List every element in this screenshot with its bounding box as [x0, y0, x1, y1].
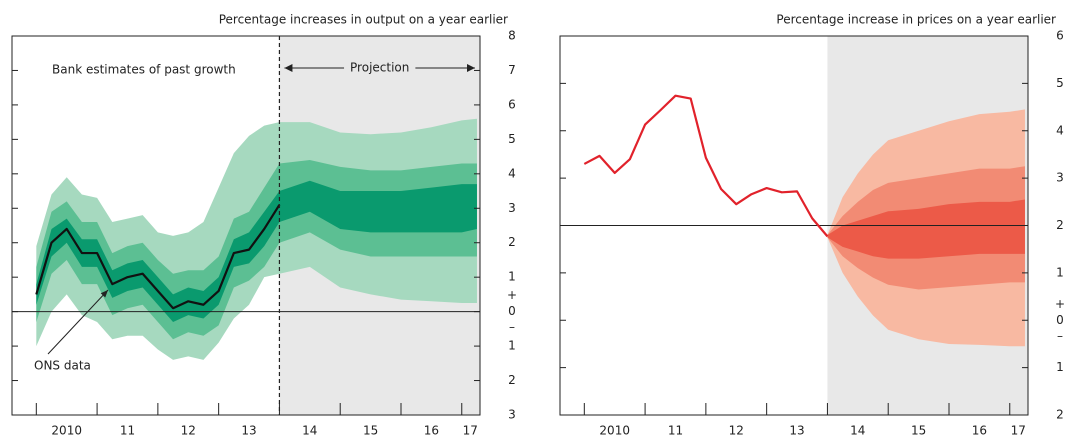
annotation: Projection: [350, 61, 409, 75]
x-tick-label: 15: [363, 424, 378, 438]
arrow-line: [47, 289, 109, 355]
plot-area: [12, 36, 480, 415]
sign-plus: +: [1055, 297, 1065, 311]
y-tick-label: 7: [508, 63, 516, 77]
data-line: [35, 204, 281, 310]
plot-area: [560, 36, 1028, 415]
x-tick-label: 12: [729, 424, 744, 438]
y-tick-label: 2: [1056, 408, 1064, 422]
y-tick-label: 6: [508, 97, 516, 111]
x-tick-label: 16: [972, 424, 987, 438]
x-tick-label: 15: [911, 424, 926, 438]
x-tick-label: 17: [1011, 424, 1026, 438]
y-tick-label: 1: [1056, 360, 1064, 374]
y-tick-label: 3: [1056, 171, 1064, 185]
data-line: [583, 94, 829, 238]
y-tick-label: 4: [508, 166, 516, 180]
x-tick-label: 2010: [51, 424, 82, 438]
annotation: Bank estimates of past growth: [52, 63, 236, 77]
arrow-head: [284, 64, 293, 72]
y-tick-label: 5: [1056, 76, 1064, 90]
sign-minus: –: [509, 320, 515, 334]
y-tick-label: 0: [1056, 313, 1064, 327]
x-tick-label: 17: [463, 424, 478, 438]
y-tick-label: 1: [508, 339, 516, 353]
y-tick-label: 2: [508, 235, 516, 249]
y-tick-label: 0: [508, 304, 516, 318]
x-tick-label: 13: [789, 424, 804, 438]
x-tick-label: 14: [850, 424, 865, 438]
chart-title: Percentage increases in output on a year…: [219, 13, 508, 27]
y-tick-label: 4: [1056, 123, 1064, 137]
chart-title: Percentage increase in prices on a year …: [776, 13, 1056, 27]
x-tick-label: 2010: [599, 424, 630, 438]
arrow-head: [100, 290, 108, 298]
fan-band: [827, 199, 1025, 259]
sign-minus: –: [1057, 329, 1063, 343]
fan-band: [36, 180, 477, 322]
x-tick-label: 16: [424, 424, 439, 438]
x-tick-label: 13: [241, 424, 256, 438]
x-tick-label: 14: [302, 424, 317, 438]
x-tick-label: 11: [120, 424, 135, 438]
y-tick-label: 2: [508, 373, 516, 387]
plot-frame: [11, 35, 481, 416]
arrow-head: [467, 64, 475, 72]
x-tick-label: 12: [181, 424, 196, 438]
y-tick-label: 1: [508, 270, 516, 284]
y-tick-label: 3: [508, 408, 516, 422]
sign-plus: +: [507, 288, 517, 302]
y-tick-label: 5: [508, 132, 516, 146]
x-tick-label: 11: [668, 424, 683, 438]
y-tick-label: 3: [508, 201, 516, 215]
annotation: ONS data: [34, 359, 91, 373]
y-tick-label: 6: [1056, 29, 1064, 43]
y-tick-label: 2: [1056, 218, 1064, 232]
y-tick-label: 1: [1056, 265, 1064, 279]
y-tick-label: 8: [508, 29, 516, 43]
